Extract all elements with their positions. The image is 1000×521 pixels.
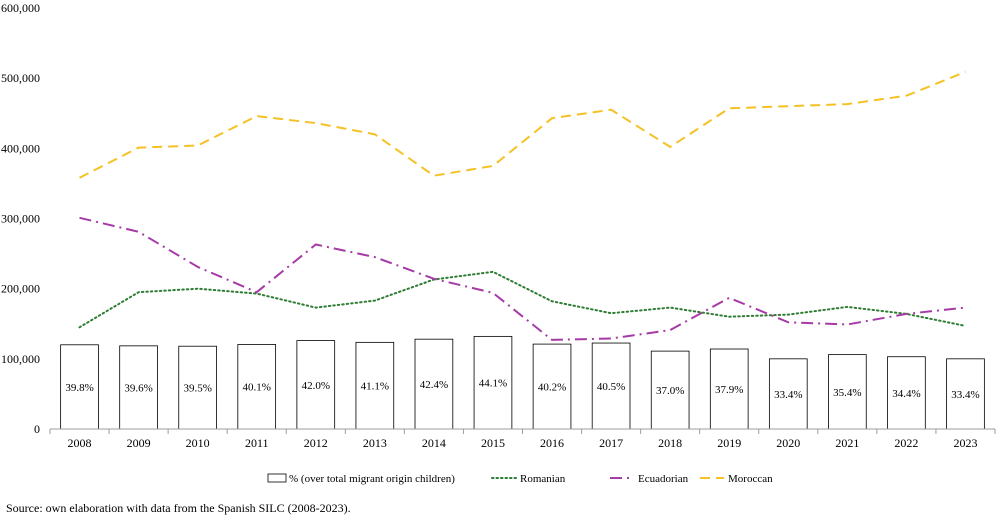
bar [828, 354, 867, 430]
x-tick-label: 2023 [953, 436, 977, 450]
bar-data-label: 37.0% [656, 385, 684, 397]
bar [709, 348, 749, 430]
x-tick-label: 2014 [422, 436, 446, 450]
legend-label-moroccan: Moroccan [728, 473, 773, 485]
bar [60, 344, 99, 430]
bar [946, 358, 985, 430]
bar-data-label: 35.4% [833, 387, 861, 399]
bar-data-label: 42.4% [420, 379, 448, 391]
x-tick-label: 2011 [245, 436, 269, 450]
x-tick-label: 2015 [481, 436, 505, 450]
legend-label-romanian: Romanian [520, 473, 566, 485]
y-tick-label: 200,000 [1, 282, 40, 296]
x-tick-label: 2010 [186, 436, 210, 450]
y-tick-label: 0 [34, 422, 40, 436]
line-series [78, 70, 967, 341]
bar [119, 345, 158, 430]
bar [591, 342, 631, 430]
x-tick-label: 2018 [658, 436, 682, 450]
bar-data-label: 40.2% [538, 382, 566, 394]
x-tick-label: 2021 [835, 436, 859, 450]
bar-data-label: 39.5% [183, 383, 211, 395]
bar-data-label: 33.4% [951, 389, 979, 401]
x-tick-label: 2019 [717, 436, 741, 450]
x-tick-label: 2017 [599, 436, 623, 450]
x-tick-label: 2008 [68, 436, 92, 450]
bar-data-label: 34.4% [892, 388, 920, 400]
x-tick-label: 2012 [304, 436, 328, 450]
x-tick-label: 2022 [894, 436, 918, 450]
x-axis: 2008 2009 2010 2011 2012 2013 2014 2015 2016 2017… [49, 428, 996, 450]
bar-data-label: 41.1% [361, 381, 389, 393]
bar [650, 350, 690, 430]
bar [178, 345, 217, 430]
chart: 0 100,000 200,000 300,000 400,000 500,000 600,… [1, 1, 996, 485]
x-tick-label: 2016 [540, 436, 564, 450]
bar-data-label: 37.9% [715, 384, 743, 396]
bar-data-label: 39.8% [65, 382, 93, 394]
bar [237, 344, 277, 430]
bar-data-label: 39.6% [124, 382, 152, 394]
x-tick-label: 2009 [127, 436, 151, 450]
y-axis: 0 100,000 200,000 300,000 400,000 500,000 600,… [1, 1, 40, 436]
series-line-ecuadorian [79, 216, 966, 341]
bar-series: 39.8% 39.6% 39.5% 40.1% 42.0% 41.1% 42.4% 44.1%… [60, 335, 985, 430]
y-tick-label: 300,000 [1, 212, 40, 226]
bar-data-label: 40.1% [243, 382, 271, 394]
bar-data-label: 44.1% [479, 378, 507, 390]
y-tick-label: 600,000 [1, 1, 40, 15]
legend: % (over total migrant origin children) Ro… [267, 473, 773, 485]
legend-label-bar: % (over total migrant origin children) [289, 473, 455, 485]
legend-swatch-bar [267, 473, 287, 483]
bar-data-label: 33.4% [774, 389, 802, 401]
y-tick-label: 500,000 [1, 71, 40, 85]
x-tick-label: 2020 [776, 436, 800, 450]
series-line-moroccan [79, 70, 966, 179]
bar-data-label: 40.5% [597, 381, 625, 393]
y-tick-label: 100,000 [1, 352, 40, 366]
source-note: Source: own elaboration with data from t… [6, 501, 351, 515]
legend-label-ecuadorian: Ecuadorian [638, 473, 689, 485]
x-tick-label: 2013 [363, 436, 387, 450]
y-tick-label: 400,000 [1, 141, 40, 155]
bar-data-label: 42.0% [302, 380, 330, 392]
bar [473, 335, 513, 430]
series-line-romanian [78, 270, 967, 329]
bar [355, 341, 395, 430]
